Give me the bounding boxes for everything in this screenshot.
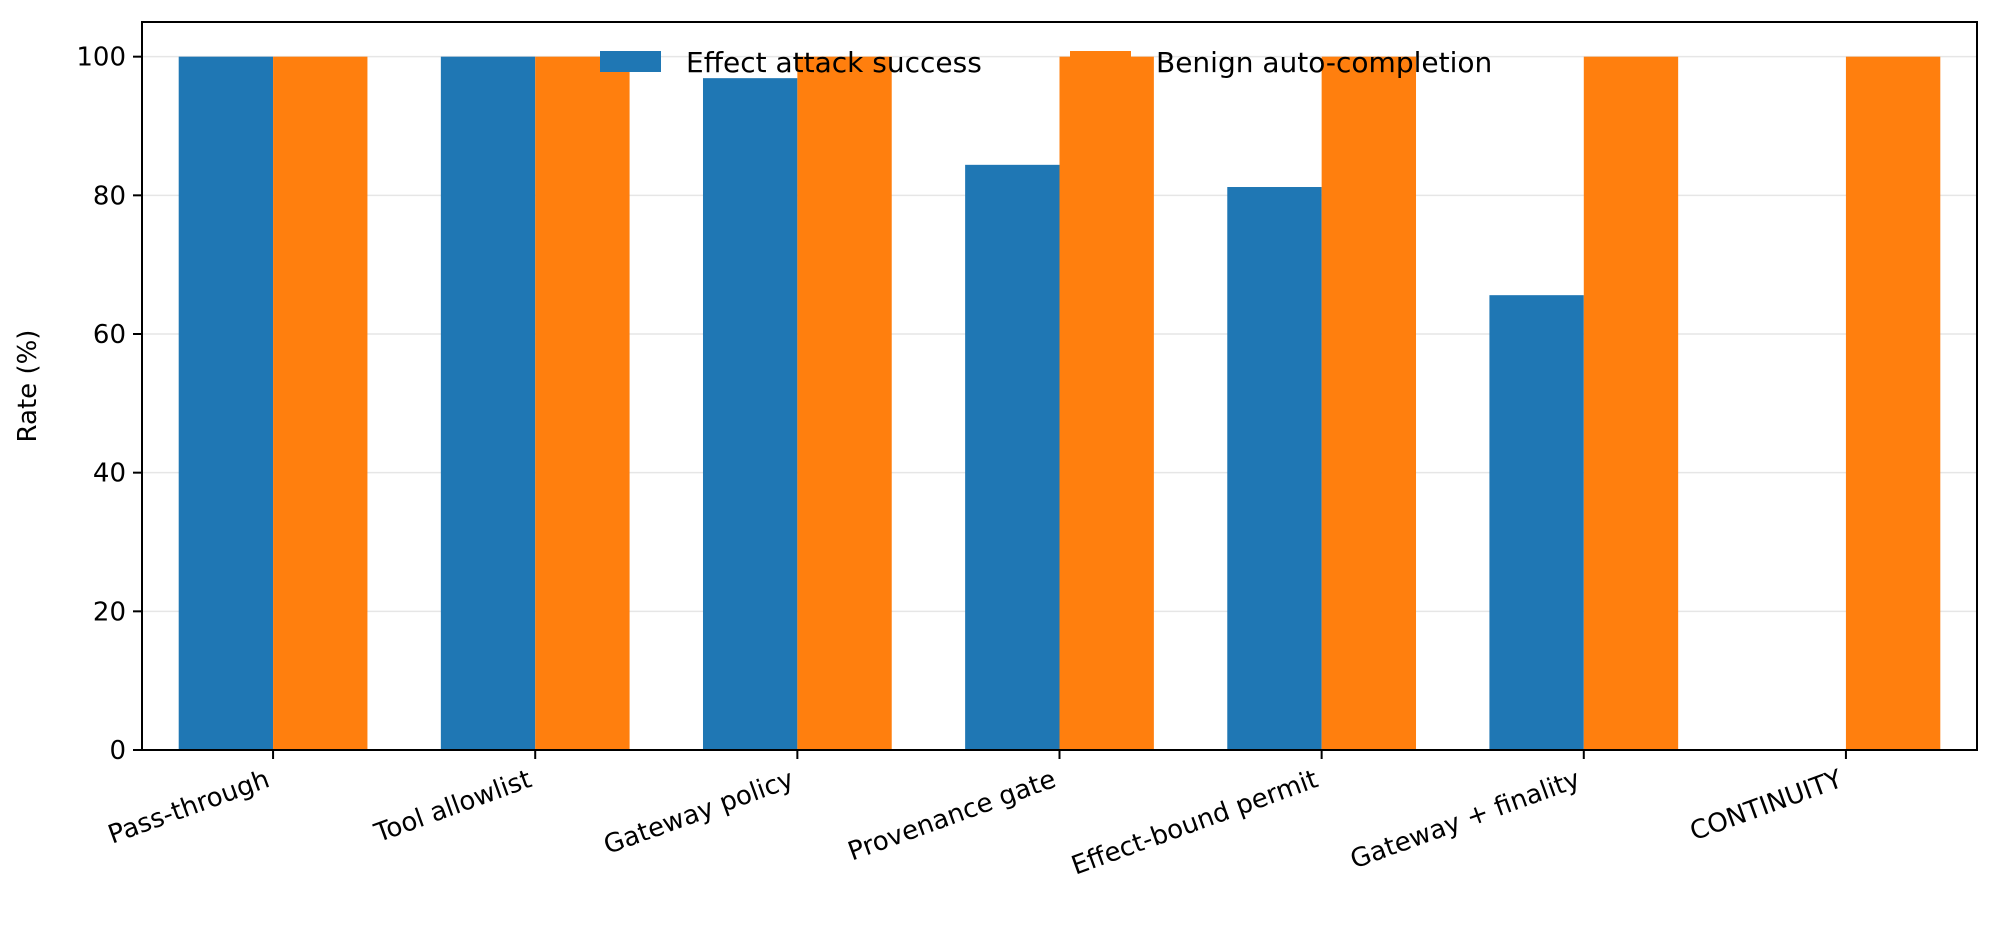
bar-effect-attack-success	[965, 164, 1060, 750]
x-tick-label: Effect-bound permit	[1068, 764, 1322, 881]
bar-benign-auto-completion	[1583, 56, 1679, 750]
bar-effect-attack-success	[1227, 187, 1322, 751]
bar-benign-auto-completion	[1845, 56, 1941, 750]
y-tick-label: 80	[93, 181, 126, 211]
y-axis-label: Rate (%)	[13, 330, 43, 443]
x-tick-label: Provenance gate	[844, 764, 1060, 867]
x-tick-label: Gateway + finality	[1347, 764, 1585, 875]
legend-swatch	[600, 51, 661, 72]
x-tick-label: Tool allowlist	[370, 764, 536, 849]
y-tick-label: 0	[109, 736, 126, 766]
legend: Effect attack success Benign auto-complet…	[600, 46, 1492, 79]
bar-effect-attack-success	[440, 56, 536, 750]
legend-label: Benign auto-completion	[1156, 46, 1492, 79]
y-tick-label: 60	[93, 320, 126, 350]
bar-effect-attack-success	[702, 78, 798, 750]
bar-benign-auto-completion	[535, 56, 630, 750]
bar-effect-attack-success	[178, 56, 274, 750]
y-axis: 0 20 40 60 80 100	[76, 43, 142, 766]
x-tick-label: Gateway policy	[600, 764, 798, 860]
bar-benign-auto-completion	[797, 56, 892, 750]
y-tick-label: 40	[93, 459, 126, 489]
y-tick-label: 100	[76, 43, 126, 73]
bars	[178, 56, 1941, 751]
y-tick-label: 20	[93, 597, 126, 627]
bar-benign-auto-completion	[273, 56, 368, 750]
legend-label: Effect attack success	[686, 46, 982, 79]
legend-swatch	[1070, 51, 1131, 72]
x-tick-label: CONTINUITY	[1686, 764, 1846, 847]
bar-effect-attack-success	[1489, 295, 1584, 750]
x-tick-label: Pass-through	[104, 764, 273, 850]
x-axis: Pass-through Tool allowlist Gateway policy…	[104, 750, 1847, 881]
bar-benign-auto-completion	[1059, 56, 1154, 750]
bar-benign-auto-completion	[1321, 56, 1417, 750]
